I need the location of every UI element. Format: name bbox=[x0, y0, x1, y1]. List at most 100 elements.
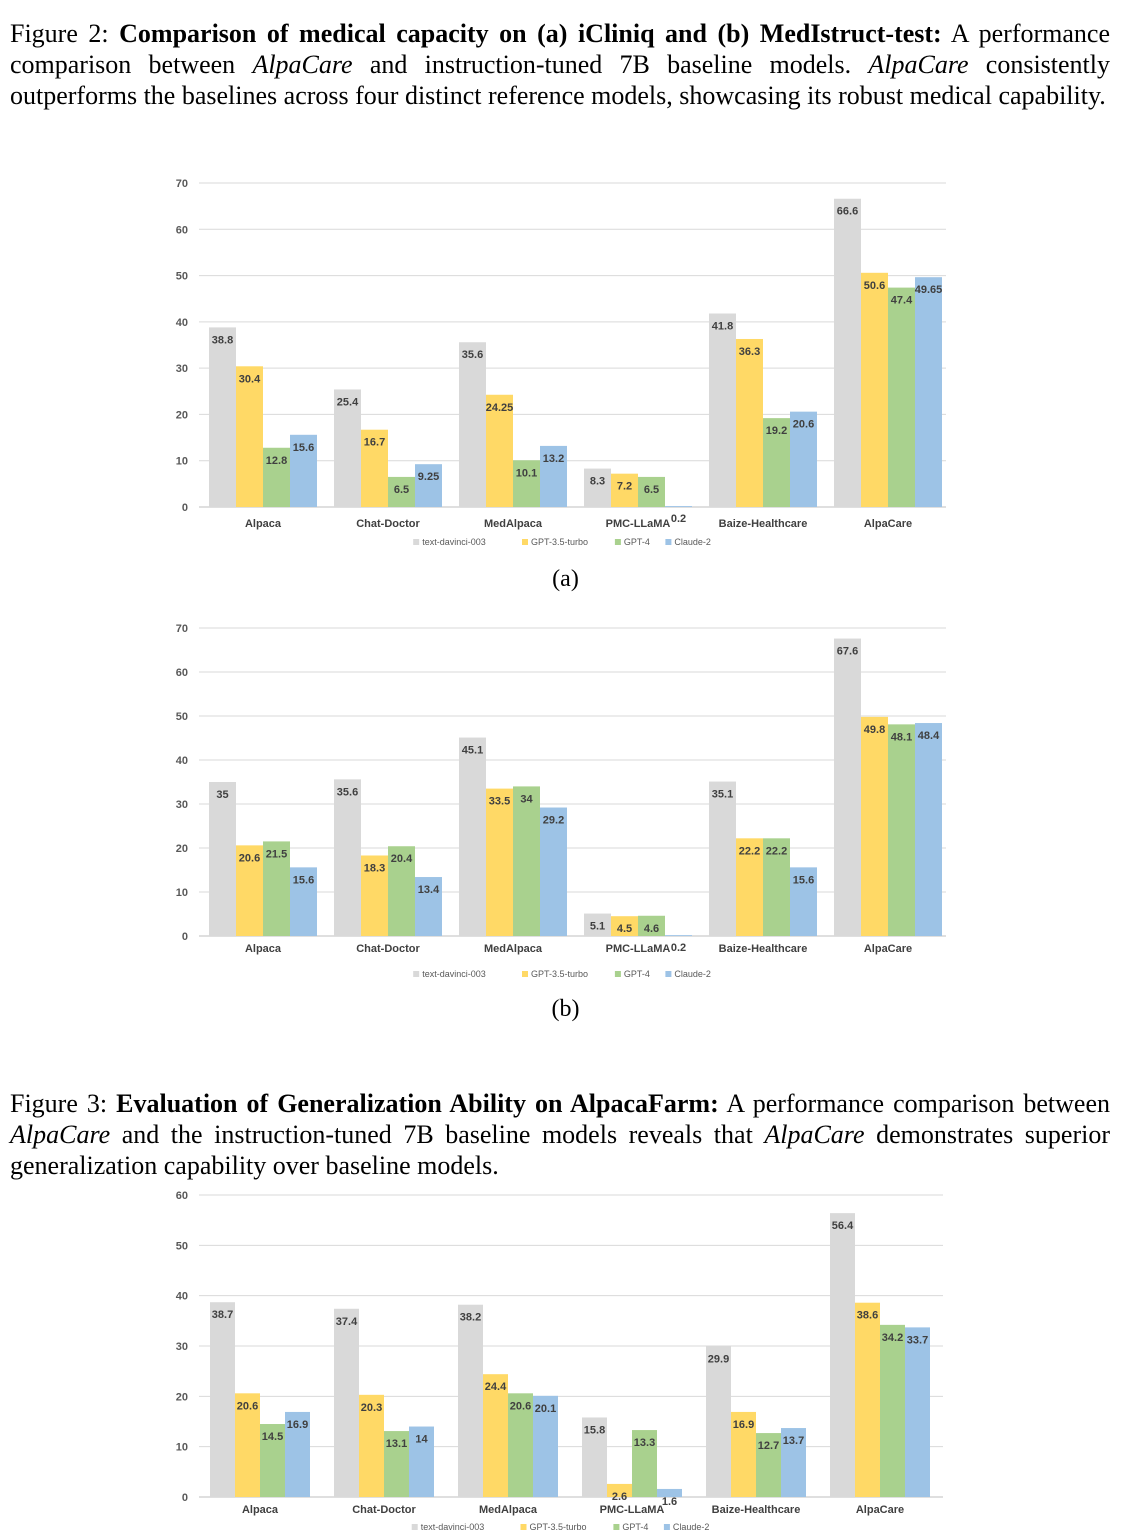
y-tick-label-20: 20 bbox=[176, 1391, 188, 1403]
data-label-pmc-llama-gpt-3-5-turbo: 2.6 bbox=[612, 1491, 627, 1503]
bar-chat-doctor-text-davinci-003 bbox=[334, 389, 361, 507]
figure-2-text-1: A performance comparison between bbox=[10, 19, 1110, 79]
bar-alpacare-text-davinci-003 bbox=[830, 1213, 855, 1497]
bar-pmc-llama-text-davinci-003 bbox=[584, 913, 611, 936]
legend-swatch-claude-2 bbox=[665, 539, 672, 545]
legend-swatch-text-davinci-003 bbox=[413, 539, 420, 545]
y-tick-label-30: 30 bbox=[176, 799, 188, 811]
y-tick-label-50: 50 bbox=[176, 271, 188, 283]
figure-2-caption: Figure 2: Comparison of medical capacity… bbox=[10, 18, 1110, 111]
bar-baize-healthcare-claude-2 bbox=[790, 411, 817, 507]
bar-alpacare-claude-2 bbox=[915, 723, 942, 936]
legend-swatch-text-davinci-003 bbox=[413, 971, 420, 977]
legend-label-text-davinci-003: text-davinci-003 bbox=[422, 969, 486, 979]
data-label-baize-healthcare-gpt-4: 19.2 bbox=[766, 425, 787, 437]
bar-alpaca-claude-2 bbox=[285, 1411, 310, 1497]
legend-label-gpt-4: GPT-4 bbox=[622, 1522, 648, 1532]
data-label-chat-doctor-gpt-4: 20.4 bbox=[391, 853, 413, 865]
bar-alpacare-gpt-3-5-turbo bbox=[861, 716, 888, 936]
bar-baize-healthcare-text-davinci-003 bbox=[706, 1346, 731, 1497]
y-tick-label-10: 10 bbox=[176, 887, 188, 899]
figure-3-text-3: demonstrates superior generalization cap… bbox=[10, 1120, 1111, 1180]
figure-3-text-1: A performance comparison between bbox=[726, 1089, 1111, 1118]
bar-baize-healthcare-gpt-3-5-turbo bbox=[736, 838, 763, 936]
data-label-pmc-llama-text-davinci-003: 8.3 bbox=[590, 476, 605, 488]
data-label-chat-doctor-gpt-4: 6.5 bbox=[394, 484, 409, 496]
figure-2-title: Comparison of medical capacity on (a) iC… bbox=[119, 19, 942, 48]
category-label-baize-healthcare: Baize-Healthcare bbox=[712, 1504, 801, 1516]
bar-medalpaca-gpt-4 bbox=[508, 1393, 533, 1497]
y-tick-label-20: 20 bbox=[176, 409, 188, 421]
data-label-alpaca-gpt-3-5-turbo: 20.6 bbox=[237, 1400, 258, 1412]
category-label-medalpaca: MedAlpaca bbox=[484, 518, 543, 530]
data-label-medalpaca-claude-2: 20.1 bbox=[535, 1403, 556, 1415]
data-label-baize-healthcare-text-davinci-003: 41.8 bbox=[712, 321, 733, 333]
data-label-alpaca-text-davinci-003: 38.8 bbox=[212, 334, 233, 346]
category-label-alpaca: Alpaca bbox=[245, 518, 282, 530]
data-label-chat-doctor-text-davinci-003: 35.6 bbox=[337, 786, 358, 798]
bar-alpaca-text-davinci-003 bbox=[210, 1302, 235, 1497]
data-label-pmc-llama-gpt-4: 13.3 bbox=[634, 1437, 655, 1449]
bar-alpaca-gpt-3-5-turbo bbox=[235, 1393, 260, 1497]
data-label-alpacare-gpt-4: 34.2 bbox=[882, 1332, 903, 1344]
bar-alpacare-gpt-4 bbox=[888, 287, 915, 507]
bar-alpaca-claude-2 bbox=[290, 434, 317, 507]
category-label-alpaca: Alpaca bbox=[245, 943, 282, 955]
bar-pmc-llama-gpt-3-5-turbo bbox=[607, 1483, 632, 1497]
data-label-chat-doctor-gpt-4: 13.1 bbox=[386, 1438, 407, 1450]
bar-chat-doctor-gpt-4 bbox=[388, 476, 415, 507]
bar-medalpaca-gpt-3-5-turbo bbox=[486, 394, 513, 507]
legend-swatch-claude-2 bbox=[663, 1524, 670, 1530]
data-label-baize-healthcare-gpt-3-5-turbo: 22.2 bbox=[739, 845, 760, 857]
legend-label-gpt-3-5-turbo: GPT-3.5-turbo bbox=[531, 537, 588, 547]
data-label-alpacare-gpt-3-5-turbo: 38.6 bbox=[857, 1310, 878, 1322]
bar-medalpaca-claude-2 bbox=[533, 1395, 558, 1497]
bar-pmc-llama-gpt-4 bbox=[632, 1430, 657, 1497]
category-label-baize-healthcare: Baize-Healthcare bbox=[719, 518, 808, 530]
y-tick-label-40: 40 bbox=[176, 1291, 188, 1303]
data-label-alpaca-text-davinci-003: 35 bbox=[216, 789, 228, 801]
subfigure-label-a: (a) bbox=[552, 566, 579, 592]
data-label-baize-healthcare-claude-2: 20.6 bbox=[793, 419, 814, 431]
y-tick-label-40: 40 bbox=[176, 755, 188, 767]
data-label-alpaca-claude-2: 16.9 bbox=[287, 1419, 308, 1431]
category-label-pmc-llama: PMC-LLaMA bbox=[600, 1504, 665, 1516]
data-label-alpacare-text-davinci-003: 67.6 bbox=[837, 646, 858, 658]
bar-medalpaca-gpt-3-5-turbo bbox=[483, 1374, 508, 1497]
bar-baize-healthcare-text-davinci-003 bbox=[709, 781, 736, 936]
legend-swatch-claude-2 bbox=[665, 971, 672, 977]
category-label-pmc-llama: PMC-LLaMA bbox=[606, 518, 671, 530]
data-label-alpaca-gpt-3-5-turbo: 20.6 bbox=[239, 852, 260, 864]
bar-medalpaca-text-davinci-003 bbox=[459, 342, 486, 507]
data-label-alpaca-text-davinci-003: 38.7 bbox=[212, 1309, 233, 1321]
bar-pmc-llama-text-davinci-003 bbox=[582, 1417, 607, 1497]
figure-3-caption: Figure 3: Evaluation of Generalization A… bbox=[10, 1088, 1110, 1181]
bar-chart-iCliniq: 0 10 20 30 40 50 60 70 38.8 30.4 12.8 15.6 Alpaca 25.… bbox=[176, 178, 946, 547]
bar-chart-MedIstruct-test: 0 10 20 30 40 50 60 70 35 20.6 21.5 15.6 Alpaca 35.6 1… bbox=[176, 623, 946, 979]
data-label-baize-healthcare-gpt-3-5-turbo: 16.9 bbox=[733, 1419, 754, 1431]
category-label-alpaca: Alpaca bbox=[242, 1504, 279, 1516]
data-label-chat-doctor-text-davinci-003: 37.4 bbox=[336, 1316, 358, 1328]
data-label-pmc-llama-claude-2: 1.6 bbox=[662, 1496, 677, 1508]
data-label-alpacare-text-davinci-003: 56.4 bbox=[832, 1220, 854, 1232]
bar-medalpaca-text-davinci-003 bbox=[459, 737, 486, 936]
bar-alpaca-text-davinci-003 bbox=[209, 782, 236, 936]
bar-baize-healthcare-gpt-4 bbox=[756, 1433, 781, 1497]
data-label-alpaca-claude-2: 15.6 bbox=[293, 442, 314, 454]
legend-label-text-davinci-003: text-davinci-003 bbox=[421, 1522, 485, 1532]
y-tick-label-30: 30 bbox=[176, 1341, 188, 1353]
bar-baize-healthcare-gpt-4 bbox=[763, 838, 790, 936]
y-tick-label-0: 0 bbox=[182, 1492, 188, 1504]
data-label-chat-doctor-claude-2: 14 bbox=[415, 1434, 428, 1446]
data-label-alpacare-gpt-3-5-turbo: 49.8 bbox=[864, 724, 885, 736]
bar-alpacare-gpt-4 bbox=[888, 724, 915, 936]
data-label-alpacare-gpt-4: 48.1 bbox=[891, 731, 912, 743]
y-tick-label-20: 20 bbox=[176, 843, 188, 855]
bar-medalpaca-gpt-4 bbox=[513, 786, 540, 936]
data-label-baize-healthcare-claude-2: 13.7 bbox=[783, 1435, 804, 1447]
data-label-medalpaca-gpt-3-5-turbo: 24.4 bbox=[485, 1381, 507, 1393]
y-tick-label-0: 0 bbox=[182, 502, 188, 514]
bar-pmc-llama-claude-2 bbox=[665, 506, 692, 507]
bar-alpacare-claude-2 bbox=[905, 1327, 930, 1497]
